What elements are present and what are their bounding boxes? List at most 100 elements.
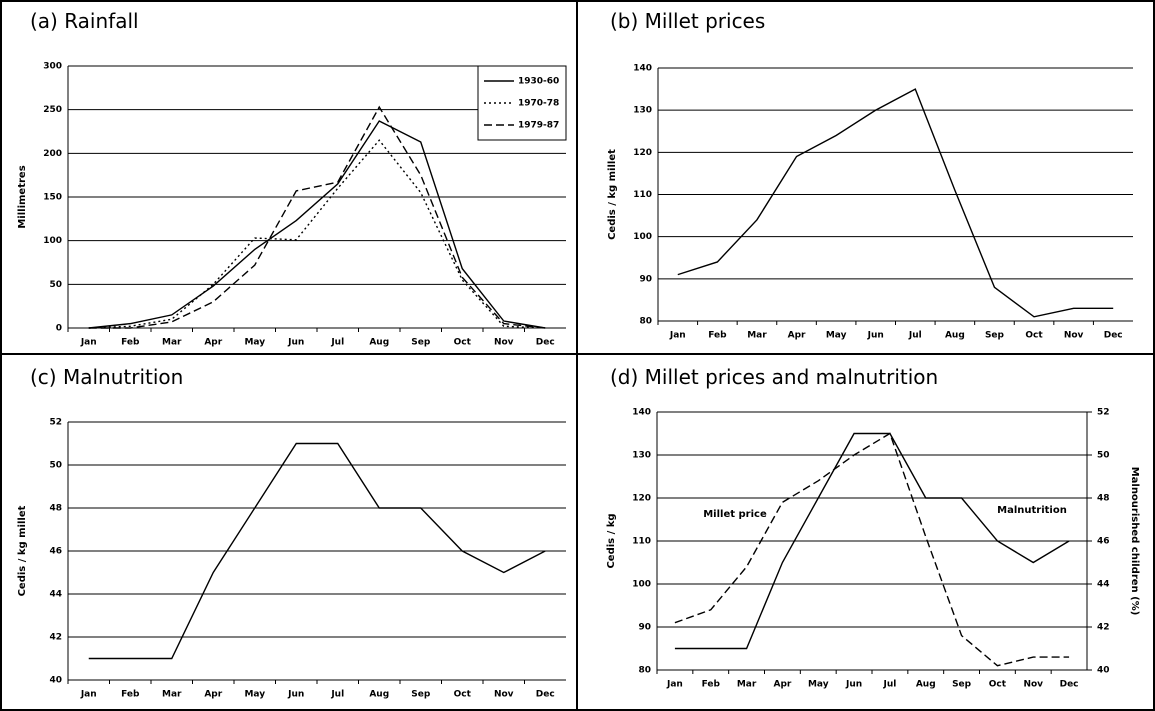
series-line bbox=[88, 442, 546, 660]
series-line bbox=[88, 139, 546, 329]
x-tick-label: Feb bbox=[121, 338, 140, 348]
chart-title: (c) Malnutrition bbox=[30, 365, 183, 389]
y-tick-label: 52 bbox=[49, 418, 62, 428]
x-tick-label: Feb bbox=[702, 680, 721, 690]
y-tick-label: 0 bbox=[56, 324, 62, 334]
x-tick-label: Sep bbox=[411, 690, 431, 700]
y2-axis-label: Malnourished children (%) bbox=[1129, 467, 1140, 616]
y2-tick-label: 52 bbox=[1097, 408, 1110, 418]
x-tick-label: Dec bbox=[1060, 680, 1079, 690]
y-axis-label: Millimetres bbox=[17, 165, 28, 228]
x-tick-label: Jan bbox=[80, 690, 97, 700]
y-tick-label: 300 bbox=[43, 62, 62, 72]
x-tick-label: Jan bbox=[80, 338, 97, 348]
x-tick-label: Oct bbox=[454, 338, 472, 348]
y-tick-label: 100 bbox=[43, 236, 62, 246]
y-tick-label: 50 bbox=[49, 461, 62, 471]
x-tick-label: Nov bbox=[1023, 680, 1043, 690]
x-tick-label: Jul bbox=[908, 331, 922, 341]
y-tick-label: 110 bbox=[632, 537, 651, 547]
annotation: Millet price bbox=[703, 509, 767, 520]
x-tick-label: Jan bbox=[666, 680, 683, 690]
x-tick-label: Aug bbox=[945, 331, 965, 341]
y-tick-label: 100 bbox=[632, 580, 651, 590]
y2-tick-label: 50 bbox=[1097, 451, 1110, 461]
x-tick-label: Feb bbox=[121, 690, 140, 700]
y-tick-label: 120 bbox=[632, 494, 651, 504]
y-tick-label: 110 bbox=[633, 190, 652, 200]
x-tick-label: Oct bbox=[989, 680, 1007, 690]
x-tick-label: May bbox=[808, 680, 829, 690]
y-tick-label: 130 bbox=[633, 106, 652, 116]
x-tick-label: Apr bbox=[204, 690, 222, 700]
y-tick-label: 48 bbox=[49, 504, 62, 514]
x-tick-label: Mar bbox=[747, 331, 767, 341]
x-tick-label: Jun bbox=[287, 690, 304, 700]
y-tick-label: 120 bbox=[633, 148, 652, 158]
y2-tick-label: 44 bbox=[1097, 580, 1110, 590]
x-tick-label: Apr bbox=[773, 680, 791, 690]
x-tick-label: May bbox=[826, 331, 847, 341]
y-tick-label: 42 bbox=[49, 633, 62, 643]
x-tick-label: Apr bbox=[788, 331, 806, 341]
x-tick-label: Dec bbox=[1104, 331, 1123, 341]
x-tick-label: Nov bbox=[1064, 331, 1084, 341]
chart-title: (b) Millet prices bbox=[610, 9, 765, 33]
y-tick-label: 250 bbox=[43, 105, 62, 115]
y-tick-label: 80 bbox=[639, 317, 652, 327]
y2-tick-label: 40 bbox=[1097, 666, 1110, 676]
legend: 1930-60 1970-78 1979-87 bbox=[477, 65, 567, 141]
annotation-text: Millet price bbox=[703, 509, 767, 520]
x-tick-label: May bbox=[244, 690, 265, 700]
y2-tick-label: 48 bbox=[1097, 494, 1110, 504]
x-tick-label: Oct bbox=[1025, 331, 1043, 341]
x-tick-label: Aug bbox=[369, 338, 389, 348]
x-tick-label: Jan bbox=[669, 331, 686, 341]
y-tick-label: 140 bbox=[632, 408, 651, 418]
legend-label: 1979-87 bbox=[518, 121, 559, 131]
y2-tick-label: 42 bbox=[1097, 623, 1110, 633]
x-tick-label: Feb bbox=[708, 331, 727, 341]
x-tick-label: Jul bbox=[330, 338, 344, 348]
x-tick-label: Nov bbox=[494, 338, 514, 348]
y-tick-label: 40 bbox=[49, 676, 62, 686]
x-tick-label: May bbox=[244, 338, 265, 348]
x-tick-label: Sep bbox=[985, 331, 1005, 341]
x-tick-label: Jun bbox=[845, 680, 862, 690]
x-tick-label: Nov bbox=[494, 690, 514, 700]
x-tick-label: Jul bbox=[330, 690, 344, 700]
series-line bbox=[674, 432, 1070, 650]
y-tick-label: 150 bbox=[43, 193, 62, 203]
annotation: Malnutrition bbox=[997, 505, 1067, 516]
series-line bbox=[88, 120, 546, 329]
y-axis-label: Cedis / kg millet bbox=[607, 149, 618, 240]
x-tick-label: Mar bbox=[737, 680, 757, 690]
y-tick-label: 130 bbox=[632, 451, 651, 461]
x-tick-label: Dec bbox=[536, 338, 555, 348]
chart-title: (d) Millet prices and malnutrition bbox=[610, 365, 938, 389]
y-axis-label: Cedis / kg millet bbox=[17, 505, 28, 596]
series-line bbox=[677, 88, 1114, 318]
x-tick-label: Apr bbox=[204, 338, 222, 348]
chart-title: (a) Rainfall bbox=[30, 9, 139, 33]
x-tick-label: Sep bbox=[411, 338, 431, 348]
y-tick-label: 200 bbox=[43, 149, 62, 159]
legend-label: 1930-60 bbox=[518, 77, 559, 87]
y-tick-label: 46 bbox=[49, 547, 62, 557]
y-tick-label: 90 bbox=[639, 274, 652, 284]
legend-label: 1970-78 bbox=[518, 99, 559, 109]
x-tick-label: Dec bbox=[536, 690, 555, 700]
series-line bbox=[674, 432, 1070, 667]
x-tick-label: Mar bbox=[162, 690, 182, 700]
x-tick-label: Aug bbox=[916, 680, 936, 690]
annotation-text: Malnutrition bbox=[997, 505, 1067, 516]
y-tick-label: 44 bbox=[49, 590, 62, 600]
series-line bbox=[88, 105, 546, 329]
y-tick-label: 140 bbox=[633, 64, 652, 74]
legend-box bbox=[477, 65, 567, 141]
x-tick-label: Jul bbox=[882, 680, 896, 690]
y-tick-label: 100 bbox=[633, 232, 652, 242]
y-tick-label: 80 bbox=[638, 666, 651, 676]
x-tick-label: Sep bbox=[952, 680, 972, 690]
